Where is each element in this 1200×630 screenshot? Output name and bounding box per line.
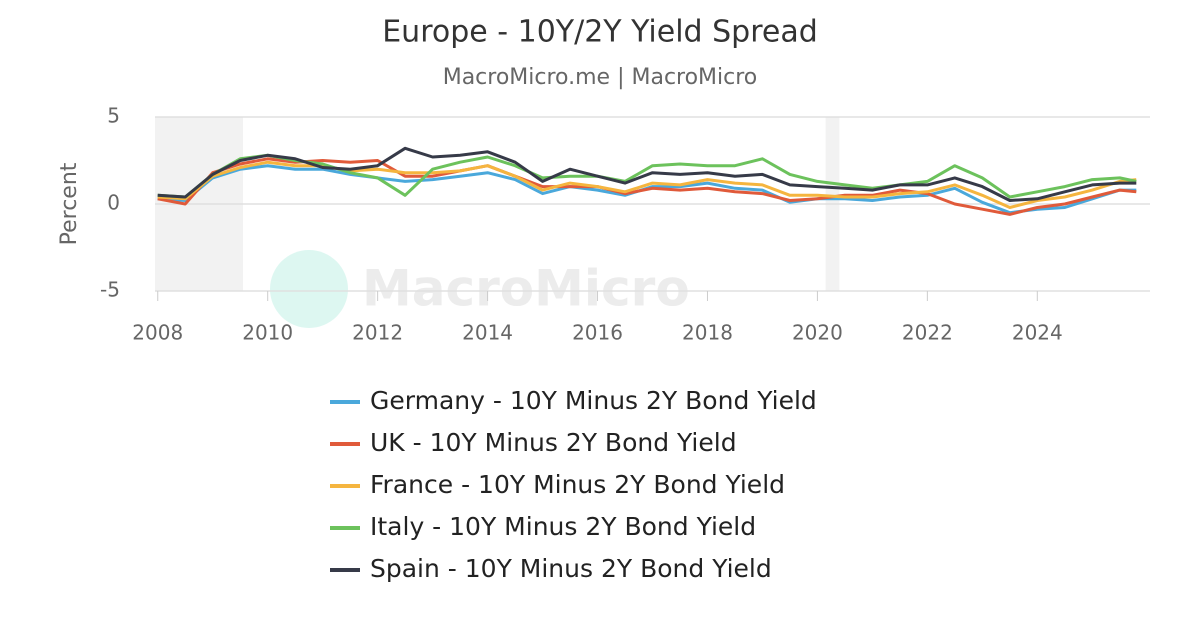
chart-subtitle: MacroMicro.me | MacroMicro	[443, 65, 758, 90]
legend-label: Spain - 10Y Minus 2Y Bond Yield	[370, 554, 772, 583]
legend-label: France - 10Y Minus 2Y Bond Yield	[370, 470, 785, 499]
x-tick-label: 2012	[352, 321, 403, 345]
legend-label: UK - 10Y Minus 2Y Bond Yield	[370, 428, 737, 457]
y-axis-label: Percent	[57, 162, 82, 245]
y-tick-label: -5	[100, 278, 120, 302]
series-line	[157, 157, 1137, 216]
x-tick-label: 2024	[1012, 321, 1063, 345]
chart-title: Europe - 10Y/2Y Yield Spread	[382, 15, 818, 50]
y-tick-label: 0	[107, 191, 120, 215]
y-tick-label: 5	[107, 104, 120, 128]
x-tick-label: 2010	[242, 321, 293, 345]
series-line	[157, 164, 1137, 215]
x-tick-label: 2008	[132, 321, 183, 345]
legend-label: Germany - 10Y Minus 2Y Bond Yield	[370, 386, 817, 415]
series-line	[157, 160, 1137, 209]
x-tick-label: 2020	[792, 321, 843, 345]
series-line	[157, 153, 1137, 199]
x-tick-label: 2018	[682, 321, 733, 345]
watermark: MacroMicro	[362, 260, 690, 318]
legend-label: Italy - 10Y Minus 2Y Bond Yield	[370, 512, 756, 541]
x-tick-label: 2014	[462, 321, 513, 345]
x-tick-label: 2016	[572, 321, 623, 345]
x-tick-label: 2022	[902, 321, 953, 345]
series-line	[157, 146, 1137, 202]
watermark-logo	[270, 250, 348, 328]
